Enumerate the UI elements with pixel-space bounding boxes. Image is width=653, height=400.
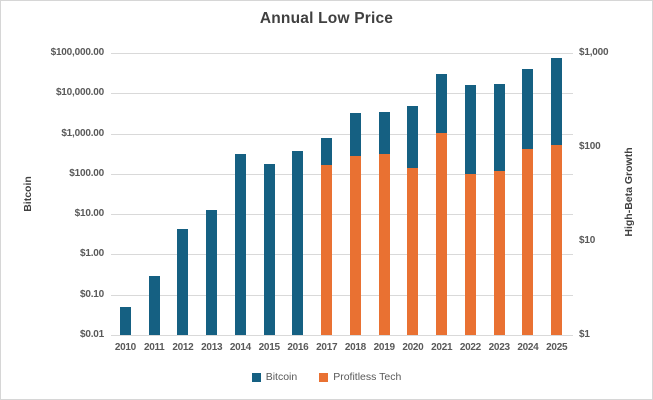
y-axis-tick-left: $10.00 (74, 208, 105, 220)
y-axis-tick-left: $10,000.00 (55, 87, 104, 99)
x-axis-tick: 2018 (344, 342, 366, 353)
gridline (111, 294, 573, 296)
y-axis-tick-left: $100.00 (69, 167, 104, 179)
x-axis-tick: 2013 (201, 342, 223, 353)
chart-title: Annual Low Price (259, 10, 394, 27)
x-axis-tick: 2010 (114, 342, 136, 353)
bar-profitless-tech (349, 156, 361, 335)
y-axis-tick-right: $10 (579, 235, 596, 246)
x-axis-tick: 2022 (459, 342, 481, 353)
y-axis-tick-left: $1.00 (79, 248, 104, 260)
bitcoin-swatch-icon (251, 372, 261, 382)
legend-label: Profitless Tech (333, 371, 402, 383)
legend-item-profitless-tech: Profitless Tech (319, 371, 401, 383)
x-axis-tick: 2019 (373, 342, 395, 353)
gridline (111, 173, 573, 175)
bar-profitless-tech (378, 153, 390, 335)
gridline (111, 335, 573, 336)
x-axis-tick: 2016 (287, 342, 309, 353)
y-axis-tick-left: $100,000.00 (50, 47, 105, 58)
bar-profitless-tech (551, 145, 563, 335)
bar-profitless-tech (407, 167, 419, 335)
y-axis-tick-left: $0.01 (79, 329, 104, 340)
bar-profitless-tech (464, 173, 476, 335)
gridline (111, 254, 573, 256)
bar-bitcoin (177, 229, 189, 335)
y-axis-tick-right: $1 (579, 329, 590, 340)
bar-bitcoin (234, 154, 246, 335)
legend: Bitcoin Profitless Tech (1, 371, 652, 383)
legend-item-bitcoin: Bitcoin (251, 371, 298, 383)
x-axis-tick: 2021 (431, 342, 453, 353)
x-axis-tick: 2014 (229, 342, 251, 353)
bar-bitcoin (206, 209, 218, 335)
gridline (111, 93, 573, 95)
y-axis-tick-right: $100 (579, 141, 601, 152)
profitless-tech-swatch-icon (319, 372, 329, 382)
y-axis-tick-left: $1,000.00 (61, 127, 104, 139)
x-axis-tick: 2020 (402, 342, 424, 353)
gridline (111, 214, 573, 216)
bar-bitcoin (292, 151, 304, 335)
x-axis-tick: 2015 (258, 342, 280, 353)
bar-profitless-tech (493, 171, 505, 335)
bar-profitless-tech (436, 133, 448, 335)
x-axis-tick: 2024 (517, 342, 539, 353)
bar-profitless-tech (522, 149, 534, 335)
y-axis-tick-right: $1,000 (579, 47, 609, 58)
gridline (111, 53, 573, 54)
bar-profitless-tech (321, 164, 333, 335)
bar-bitcoin (148, 275, 160, 335)
x-axis-tick: 2012 (172, 342, 194, 353)
x-axis-tick: 2023 (488, 342, 510, 353)
gridline (111, 133, 573, 135)
x-axis-tick: 2017 (316, 342, 338, 353)
x-axis-tick: 2025 (546, 342, 568, 353)
right-axis-title: High-Beta Growth (623, 147, 635, 237)
bar-bitcoin (263, 164, 275, 335)
y-axis-tick-left: $0.10 (79, 288, 104, 300)
left-axis-title: Bitcoin (22, 176, 34, 212)
bar-bitcoin (119, 306, 131, 335)
legend-label: Bitcoin (265, 371, 298, 383)
x-axis-tick: 2011 (143, 342, 165, 353)
